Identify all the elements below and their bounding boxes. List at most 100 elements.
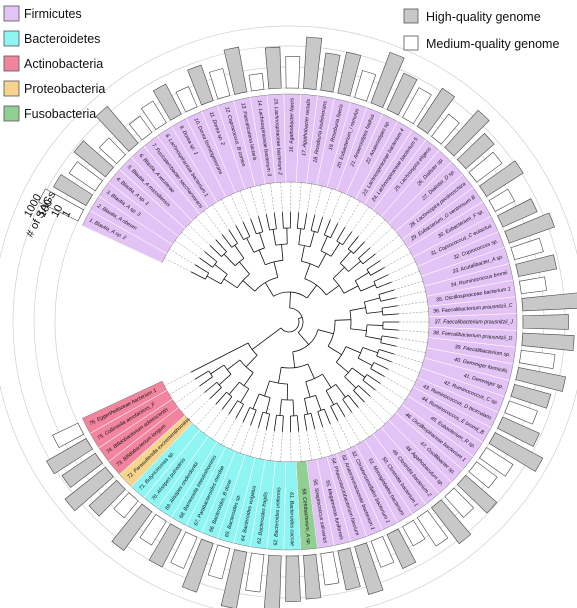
tree-branch	[243, 372, 254, 386]
tree-branch	[246, 237, 255, 253]
leaf-separator	[131, 422, 193, 487]
leaf-leader	[221, 199, 237, 226]
tree-branch	[245, 354, 258, 368]
tree-arc	[258, 393, 271, 399]
sag-bar	[111, 503, 153, 551]
legend-swatch-high-quality	[403, 8, 419, 24]
sag-bar	[402, 519, 426, 547]
legend-item-medium-quality: Medium-quality genome	[403, 35, 559, 51]
leaf-separator	[186, 118, 227, 198]
leaf-leader	[175, 385, 200, 404]
tree-branch	[209, 387, 222, 399]
leaf-separator	[233, 100, 256, 187]
leaf-leader	[298, 431, 302, 462]
sag-bar	[456, 132, 495, 170]
tree-branch	[190, 271, 206, 280]
tree-branch	[351, 367, 366, 378]
leaf-label: 58. Cetobacterium_A sp.	[300, 488, 311, 545]
leaf-label: 61. Bacteroides caccae	[288, 492, 295, 546]
leaf-separator	[401, 404, 474, 457]
sag-bar	[88, 479, 126, 517]
tree-branch	[273, 212, 277, 229]
leaf-separator	[217, 105, 246, 190]
sag-bar	[519, 350, 556, 369]
leaf-separator	[217, 454, 246, 539]
leaf-separator	[295, 94, 302, 183]
leaf-separator	[424, 263, 510, 287]
tree-branch	[273, 261, 279, 278]
tree-arc	[275, 243, 288, 246]
sag-count-bars	[38, 36, 577, 608]
leaf-leader	[397, 337, 428, 343]
sag-bar	[208, 68, 231, 100]
tree-arc	[362, 374, 368, 381]
tree-branch	[282, 415, 284, 432]
sag-bar	[354, 70, 377, 102]
leaf-leader	[203, 210, 223, 235]
tree-branch	[350, 328, 367, 332]
tree-branch	[221, 234, 233, 248]
sag-bar	[370, 536, 395, 568]
tree-branch	[370, 267, 385, 276]
tree-branch	[239, 261, 250, 275]
tree-branch	[323, 219, 331, 236]
tree-branch	[258, 249, 266, 265]
tree-branch	[303, 414, 308, 431]
tree-branch	[370, 368, 385, 377]
leaf-separator	[388, 161, 452, 224]
tree-branch	[336, 227, 346, 242]
tree-branch	[228, 400, 238, 415]
leaf-separator	[428, 313, 517, 318]
tree-arc	[269, 228, 277, 231]
leaf-separator	[233, 457, 256, 544]
tree-branch	[349, 307, 366, 311]
leaf-separator	[372, 433, 427, 505]
tree-branch	[296, 415, 300, 432]
tree-branch	[380, 342, 397, 347]
legend-swatch-fusobacteria	[3, 105, 20, 122]
legend-item-firmicutes: Firmicutes	[3, 5, 82, 22]
leaf-leader	[188, 224, 211, 246]
sag-bar	[504, 400, 538, 425]
leaf-leader	[364, 401, 386, 425]
leaf-label: 15. Lachnospiraceae bacterium 2	[272, 98, 283, 175]
tree-branch	[347, 394, 359, 408]
sag-bar	[285, 555, 301, 602]
phylum-band-actinobacteria	[82, 380, 186, 475]
tree-branch	[215, 239, 227, 253]
tree-branch	[242, 280, 256, 292]
tree-arc	[262, 411, 270, 415]
sag-bar	[497, 198, 538, 228]
tree-branch	[381, 305, 398, 309]
sag-bar	[479, 160, 524, 197]
scale-ring	[0, 25, 577, 608]
legend-label-bacteroidetes: Bacteroidetes	[24, 32, 100, 46]
sag-bar	[187, 64, 214, 106]
leaf-leader	[384, 376, 411, 392]
leaf-leader	[337, 420, 352, 448]
sag-bar	[53, 174, 93, 206]
tree-branch	[310, 214, 316, 231]
sag-bar	[416, 510, 449, 547]
leaf-separator	[249, 97, 266, 185]
tree-branch	[194, 264, 209, 274]
leaf-separator	[401, 187, 474, 240]
sag-bar	[38, 188, 85, 222]
tree-branch	[259, 232, 265, 249]
tree-branch	[378, 349, 395, 355]
leaf-separator	[82, 225, 163, 264]
tree-arc	[304, 394, 316, 399]
leaf-separator	[266, 95, 276, 183]
leaf-leader	[314, 185, 323, 216]
leaf-leader	[375, 389, 400, 409]
leaf-separator	[186, 446, 227, 526]
tree-arc	[239, 381, 250, 390]
tree-branch	[317, 411, 324, 427]
tree-branch	[214, 264, 228, 275]
tree-branch	[381, 335, 398, 339]
leaf-leader	[330, 423, 342, 452]
legend-swatch-firmicutes	[3, 5, 20, 22]
tree-branch	[335, 361, 349, 373]
quality-legend: High-quality genome Medium-quality genom…	[403, 8, 559, 51]
leaf-leader	[398, 329, 429, 333]
